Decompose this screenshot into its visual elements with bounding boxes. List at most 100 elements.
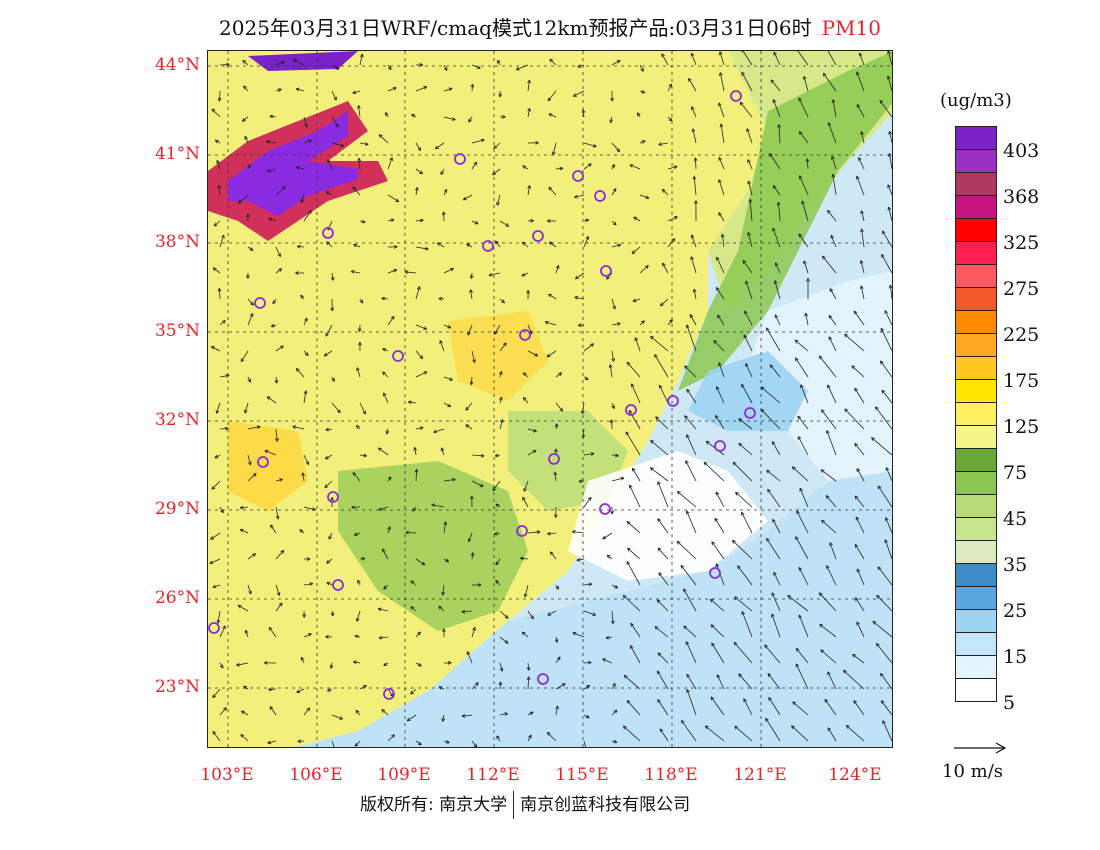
wind-arrow-icon bbox=[331, 64, 340, 70]
wind-arrow-head bbox=[304, 124, 308, 128]
wind-arrow-head bbox=[657, 652, 660, 657]
wind-arrow-head bbox=[355, 617, 358, 622]
wind-arrow-icon bbox=[270, 524, 277, 534]
wind-arrow-head bbox=[506, 223, 510, 227]
wind-arrow-head bbox=[576, 559, 581, 562]
wind-arrow-head bbox=[213, 222, 216, 227]
wind-arrow-icon bbox=[659, 384, 669, 404]
wind-arrow-icon bbox=[443, 740, 450, 744]
wind-arrow-head bbox=[846, 725, 850, 727]
wind-arrow-head bbox=[378, 447, 381, 452]
wind-arrow-icon bbox=[820, 649, 837, 664]
wind-arrow-icon bbox=[325, 324, 333, 337]
wind-arrow-head bbox=[390, 218, 395, 220]
wind-arrow-head bbox=[659, 728, 664, 732]
wind-arrow-icon bbox=[415, 350, 424, 360]
wind-arrow-icon bbox=[296, 166, 305, 170]
wind-arrow-head bbox=[611, 419, 614, 423]
wind-arrow-head bbox=[278, 268, 282, 270]
wind-arrow-head bbox=[467, 651, 471, 655]
wind-arrow-head bbox=[502, 116, 506, 119]
wind-arrow-icon bbox=[684, 415, 697, 430]
wind-arrow-head bbox=[365, 142, 369, 145]
wind-arrow-icon bbox=[856, 568, 865, 586]
wind-arrow-head bbox=[210, 538, 215, 540]
wind-arrow-head bbox=[688, 77, 692, 81]
wind-arrow-head bbox=[826, 565, 830, 569]
wind-arrow-head bbox=[851, 365, 854, 370]
wind-arrow-head bbox=[577, 66, 582, 68]
wind-arrow-icon bbox=[527, 79, 530, 92]
wind-arrow-head bbox=[381, 709, 386, 711]
wind-arrow-icon bbox=[611, 220, 617, 226]
wind-arrow-head bbox=[716, 674, 721, 678]
wind-arrow-head bbox=[828, 315, 833, 318]
wind-arrow-head bbox=[240, 359, 245, 363]
wind-arrow-head bbox=[798, 97, 802, 101]
wind-arrow-head bbox=[577, 64, 581, 68]
wind-arrow-head bbox=[526, 676, 530, 680]
wind-arrow-head bbox=[880, 360, 882, 365]
wind-arrow-head bbox=[626, 521, 631, 523]
wind-arrow-head bbox=[359, 301, 364, 304]
wind-arrow-head bbox=[279, 268, 283, 272]
wind-arrow-head bbox=[469, 495, 473, 500]
wind-arrow-head bbox=[737, 565, 741, 568]
wind-arrow-icon bbox=[602, 658, 613, 664]
wind-arrow-icon bbox=[352, 186, 361, 196]
wind-arrow-head bbox=[860, 131, 862, 135]
wind-arrow-icon bbox=[549, 241, 557, 248]
wind-arrow-icon bbox=[760, 386, 781, 404]
wind-arrow-head bbox=[738, 443, 741, 447]
wind-arrow-icon bbox=[555, 656, 561, 664]
wind-arrow-icon bbox=[437, 242, 445, 248]
wind-arrow-head bbox=[236, 662, 240, 666]
wind-arrow-head bbox=[547, 531, 551, 535]
colorbar-swatch bbox=[955, 242, 997, 265]
wind-arrow-head bbox=[495, 579, 500, 582]
wind-arrow-icon bbox=[275, 478, 283, 482]
wind-arrow-icon bbox=[686, 510, 697, 534]
wind-arrow-icon bbox=[527, 610, 534, 620]
wind-arrow-icon bbox=[650, 335, 669, 352]
wind-arrow-head bbox=[336, 66, 340, 70]
wind-arrow-icon bbox=[766, 538, 781, 560]
wind-arrow-head bbox=[768, 697, 772, 700]
wind-arrow-head bbox=[480, 138, 485, 141]
wind-arrow-head bbox=[861, 228, 864, 233]
wind-arrow-head bbox=[821, 520, 824, 524]
wind-arrow-head bbox=[640, 320, 645, 323]
wind-arrow-icon bbox=[443, 376, 453, 381]
station-circle-icon bbox=[599, 503, 611, 515]
wind-arrow-icon bbox=[499, 298, 505, 304]
wind-arrow-head bbox=[529, 79, 531, 84]
wind-arrow-head bbox=[799, 131, 803, 134]
wind-arrow-icon bbox=[738, 443, 753, 456]
wind-arrow-head bbox=[359, 53, 363, 58]
station-circle-icon bbox=[383, 688, 395, 700]
wind-arrow-icon bbox=[406, 714, 417, 722]
wind-arrow-head bbox=[612, 682, 616, 686]
lat-label-23: 23°N bbox=[154, 677, 200, 697]
wind-arrow-head bbox=[325, 333, 329, 337]
wind-arrow-icon bbox=[583, 497, 592, 508]
wind-arrow-icon bbox=[216, 160, 221, 170]
wind-arrow-icon bbox=[856, 104, 865, 118]
wind-arrow-icon bbox=[787, 595, 809, 612]
colorbar-swatch bbox=[955, 610, 997, 633]
station-circle-icon bbox=[482, 240, 494, 252]
wind-arrow-head bbox=[225, 707, 227, 712]
wind-arrow-icon bbox=[236, 662, 249, 666]
wind-arrow-head bbox=[530, 220, 534, 223]
wind-arrow-head bbox=[469, 289, 471, 294]
wind-arrow-icon bbox=[742, 51, 753, 66]
wind-arrow-head bbox=[855, 516, 860, 520]
wind-arrow-head bbox=[880, 327, 885, 331]
station-circle-icon bbox=[714, 440, 726, 452]
wind-arrow-head bbox=[481, 453, 485, 457]
wind-arrow-icon bbox=[772, 185, 781, 196]
wind-arrow-icon bbox=[611, 419, 613, 430]
wind-arrow-head bbox=[856, 468, 861, 471]
wind-arrow-head bbox=[303, 390, 307, 394]
wind-arrow-icon bbox=[623, 725, 641, 742]
